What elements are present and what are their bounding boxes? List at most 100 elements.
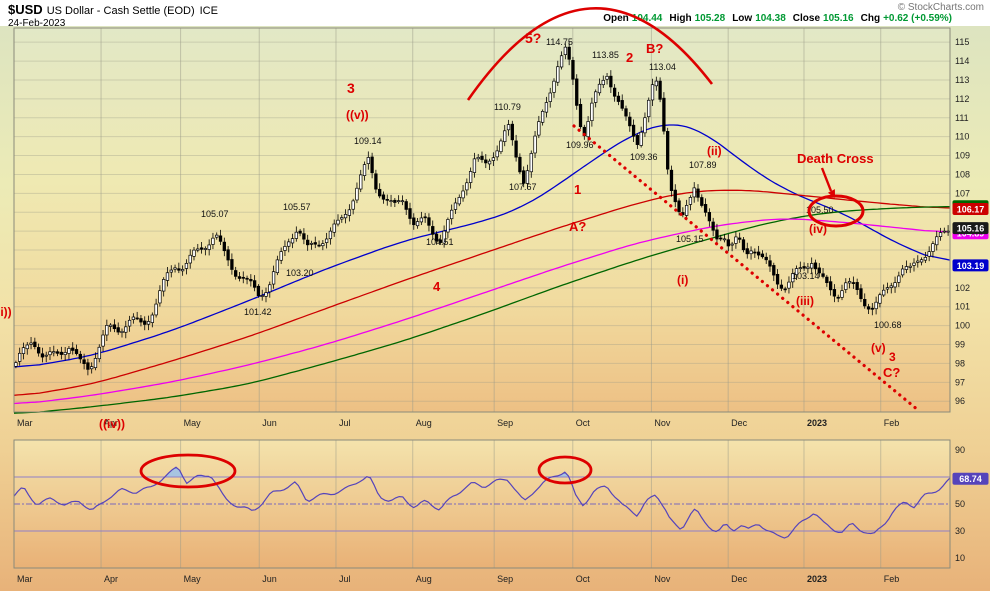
svg-text:Sep: Sep bbox=[497, 574, 513, 584]
svg-text:105.15: 105.15 bbox=[676, 234, 704, 244]
svg-text:101: 101 bbox=[955, 302, 970, 312]
svg-text:Feb: Feb bbox=[884, 418, 900, 428]
svg-text:97: 97 bbox=[955, 377, 965, 387]
svg-text:115: 115 bbox=[955, 37, 969, 47]
wave-label: (ii) bbox=[707, 144, 722, 158]
svg-text:100: 100 bbox=[955, 321, 970, 331]
svg-text:Jul: Jul bbox=[339, 574, 351, 584]
wave-label: C? bbox=[883, 365, 900, 380]
svg-text:68.74: 68.74 bbox=[959, 474, 982, 484]
svg-text:105.07: 105.07 bbox=[201, 209, 229, 219]
wave-label: (v) bbox=[871, 341, 886, 355]
svg-text:Oct: Oct bbox=[576, 418, 591, 428]
main-panel-border bbox=[13, 27, 951, 413]
candlestick-series bbox=[14, 41, 950, 376]
death-cross-arrowhead bbox=[827, 189, 835, 198]
svg-text:103.19: 103.19 bbox=[957, 261, 985, 271]
wave-arc bbox=[466, 7, 714, 101]
svg-text:Apr: Apr bbox=[104, 574, 118, 584]
death-cross-circle bbox=[807, 194, 865, 228]
wave-label: ((v)) bbox=[346, 108, 369, 122]
svg-text:96: 96 bbox=[955, 396, 965, 406]
wave-label: 3 bbox=[889, 350, 896, 364]
quote-value: 105.16 bbox=[823, 13, 854, 24]
quote-label: Chg bbox=[860, 13, 881, 24]
svg-text:103.20: 103.20 bbox=[286, 268, 314, 278]
red-annotations: 3((v))5?2B?1A?4 (i)(ii)(iii)(iv)(v)3C?Dea… bbox=[0, 7, 920, 489]
death-cross-arrow bbox=[820, 167, 833, 192]
svg-text:2023: 2023 bbox=[807, 574, 827, 584]
svg-text:Dec: Dec bbox=[731, 574, 748, 584]
svg-text:102: 102 bbox=[955, 283, 970, 293]
svg-text:90: 90 bbox=[955, 445, 965, 455]
quote-label: Low bbox=[732, 13, 753, 24]
svg-text:112: 112 bbox=[955, 94, 969, 104]
symbol-block: $USD US Dollar - Cash Settle (EOD) ICE 24-… bbox=[8, 2, 218, 29]
svg-text:105.57: 105.57 bbox=[283, 202, 311, 212]
quote-value: 104.44 bbox=[631, 13, 663, 24]
symbol: $USD bbox=[8, 2, 43, 17]
svg-text:109.14: 109.14 bbox=[354, 136, 382, 146]
svg-text:110.79: 110.79 bbox=[494, 102, 521, 112]
svg-text:109: 109 bbox=[955, 151, 970, 161]
svg-text:Dec: Dec bbox=[731, 418, 748, 428]
ma200-line bbox=[13, 205, 951, 414]
main-y-axis: 115 114 113 112 111 110 109 108 107 102 101 100 99 98… bbox=[955, 37, 970, 406]
svg-text:30: 30 bbox=[955, 526, 965, 536]
svg-text:Jun: Jun bbox=[262, 574, 277, 584]
svg-text:101.42: 101.42 bbox=[244, 307, 272, 317]
svg-text:105.16: 105.16 bbox=[957, 224, 985, 234]
price-badge-103.19: 103.19 bbox=[952, 259, 989, 272]
wave-label: Death Cross bbox=[797, 151, 874, 166]
chart-header: $USD US Dollar - Cash Settle (EOD) ICE 24-… bbox=[0, 0, 990, 29]
svg-text:100.68: 100.68 bbox=[874, 320, 902, 330]
exchange: ICE bbox=[199, 5, 218, 17]
wave-label: (iv) bbox=[809, 222, 827, 236]
svg-text:May: May bbox=[184, 418, 202, 428]
copyright: © StockCharts.com bbox=[897, 2, 984, 13]
svg-text:Aug: Aug bbox=[416, 574, 432, 584]
rsi-highlight-circle-1 bbox=[139, 453, 237, 489]
wave-label: ii)) bbox=[0, 305, 12, 319]
downtrend-line bbox=[572, 124, 920, 412]
svg-text:109.96: 109.96 bbox=[566, 140, 594, 150]
wave-label: B? bbox=[646, 41, 663, 56]
main-panel-bg bbox=[14, 28, 950, 412]
x-axis-labels: Mar Mar Apr Apr May May Jun Jun Jul Jul Aug Aug Sep S… bbox=[17, 418, 899, 584]
svg-text:Feb: Feb bbox=[884, 574, 900, 584]
svg-text:10: 10 bbox=[955, 553, 965, 563]
rsi-panel-border bbox=[13, 439, 951, 569]
svg-text:Aug: Aug bbox=[416, 418, 432, 428]
price-badge-105.16: 105.16 bbox=[952, 222, 989, 235]
wave-label: 5? bbox=[525, 30, 541, 46]
wave-label: 2 bbox=[626, 50, 633, 65]
quote-value: 105.28 bbox=[694, 13, 726, 24]
wave-label: A? bbox=[569, 219, 586, 234]
svg-text:Oct: Oct bbox=[576, 574, 591, 584]
svg-text:Jul: Jul bbox=[339, 418, 351, 428]
svg-text:99: 99 bbox=[955, 340, 965, 350]
svg-text:Mar: Mar bbox=[17, 418, 33, 428]
wave-label: ((iv)) bbox=[99, 417, 125, 431]
ema165-line bbox=[13, 218, 951, 405]
wave-label: 1 bbox=[574, 182, 581, 197]
quote-label: Open bbox=[603, 13, 629, 24]
svg-text:113.85: 113.85 bbox=[592, 50, 619, 60]
quote-label: High bbox=[669, 13, 692, 24]
symbol-description: US Dollar - Cash Settle (EOD) bbox=[46, 5, 195, 17]
svg-text:113: 113 bbox=[955, 75, 969, 85]
ohlc-quote: Open 104.44 High 105.28 Low 104.38 Close 105.16… bbox=[596, 13, 952, 24]
svg-text:May: May bbox=[184, 574, 202, 584]
svg-text:108: 108 bbox=[955, 169, 970, 179]
svg-text:105.50: 105.50 bbox=[806, 205, 834, 215]
svg-text:103.14: 103.14 bbox=[792, 271, 820, 281]
svg-text:Nov: Nov bbox=[654, 574, 671, 584]
svg-text:106.17: 106.17 bbox=[957, 205, 985, 215]
svg-text:Apr: Apr bbox=[104, 418, 118, 428]
wave-label: (i) bbox=[677, 273, 688, 287]
svg-text:110: 110 bbox=[955, 132, 969, 142]
rsi-highlight-circle-2 bbox=[537, 455, 593, 485]
svg-text:107: 107 bbox=[955, 188, 970, 198]
svg-text:109.36: 109.36 bbox=[630, 152, 658, 162]
